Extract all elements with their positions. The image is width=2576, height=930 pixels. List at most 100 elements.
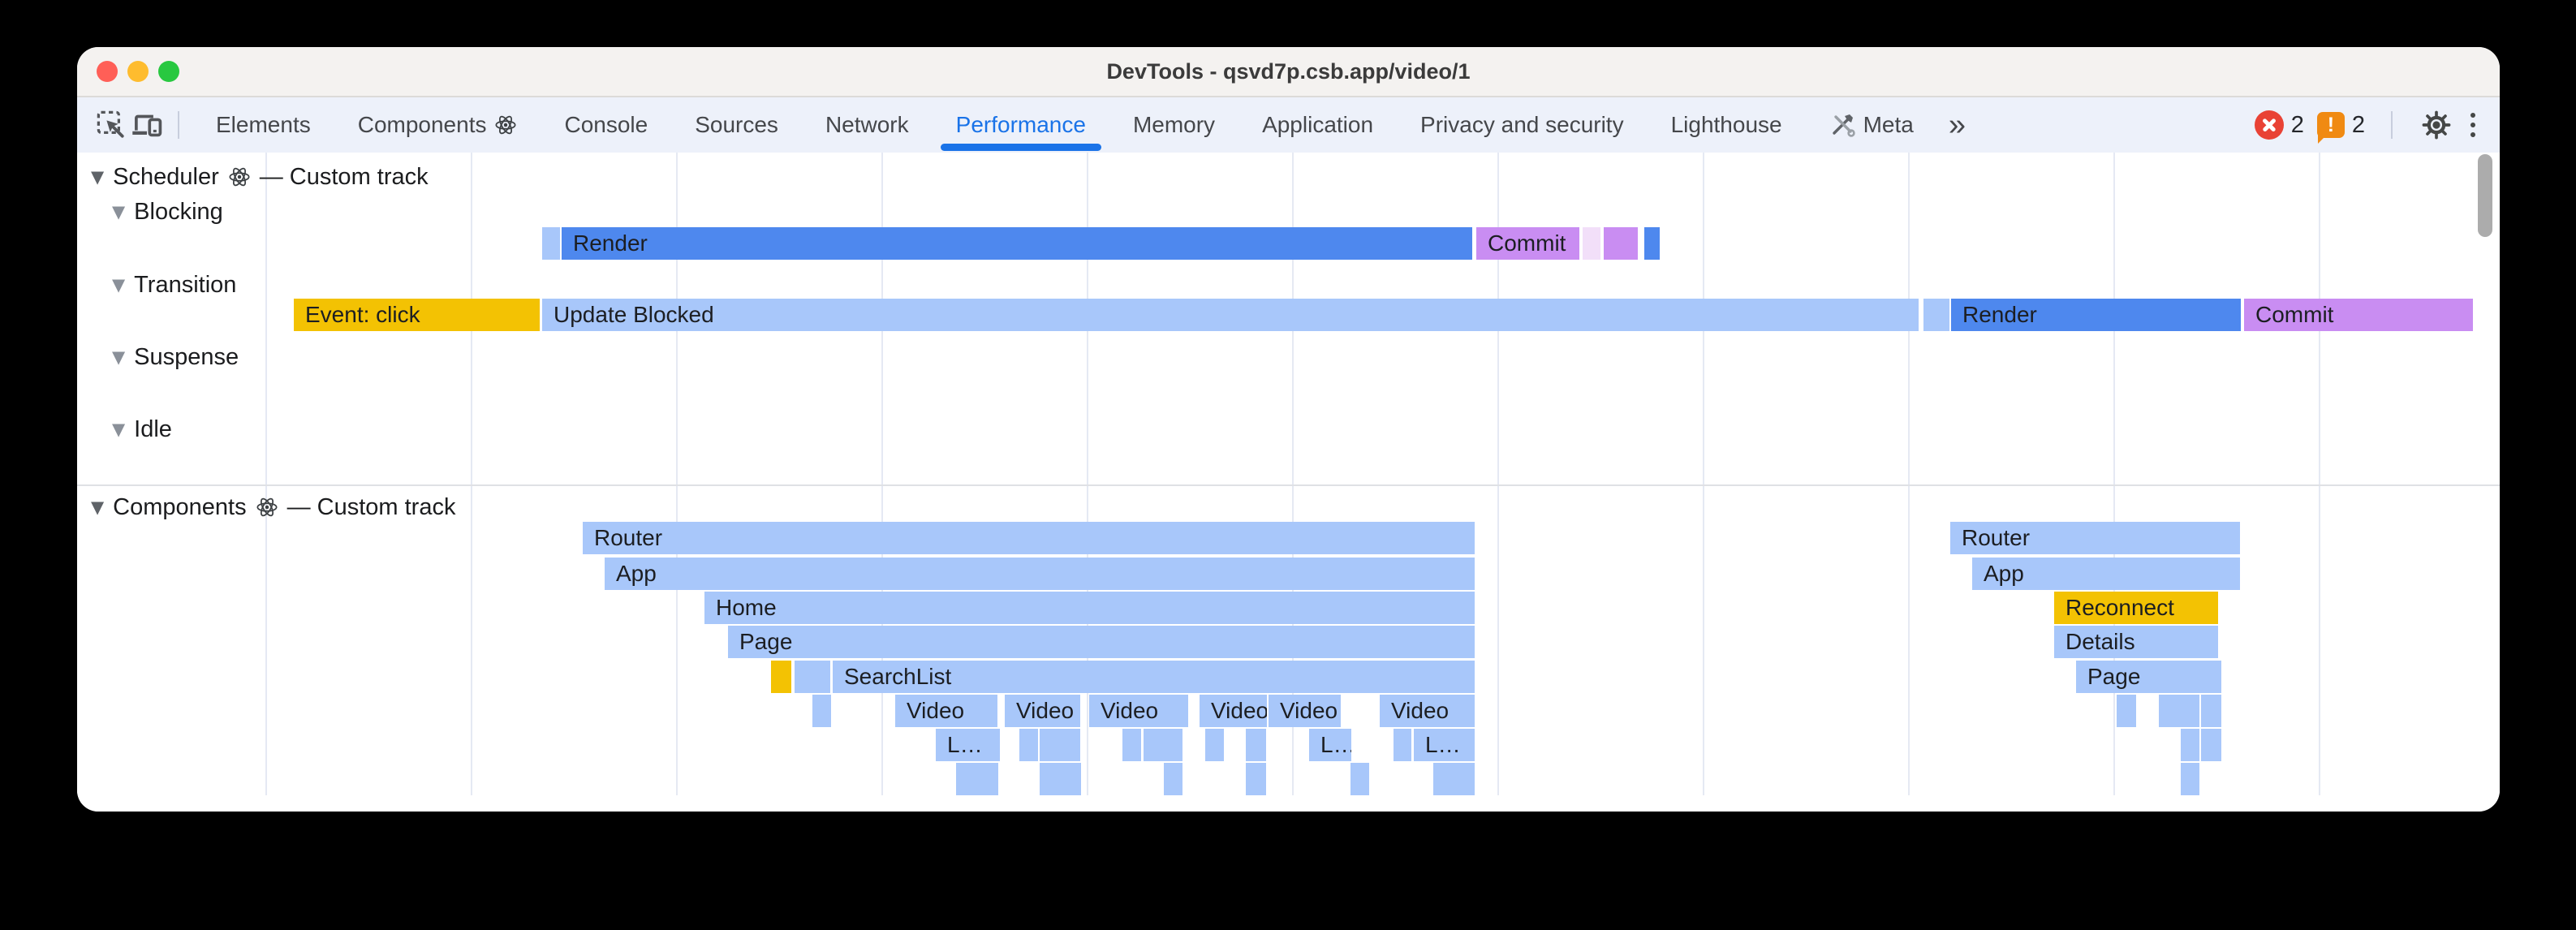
tab-label: Network xyxy=(825,112,909,137)
flame-bar-router[interactable]: Router xyxy=(583,522,1475,554)
flame-bar[interactable] xyxy=(1019,729,1038,761)
tab-components[interactable]: Components xyxy=(334,97,541,153)
flame-bar-label: App xyxy=(1984,561,2024,586)
flame-bar-update-blocked[interactable]: Update Blocked xyxy=(542,299,1919,331)
flame-bar[interactable] xyxy=(1433,763,1475,795)
tab-network[interactable]: Network xyxy=(802,97,933,153)
device-toolbar-icon[interactable] xyxy=(129,107,165,143)
flame-bar[interactable] xyxy=(2201,729,2221,761)
atom-icon xyxy=(256,497,278,517)
tab-memory[interactable]: Memory xyxy=(1109,97,1238,153)
lane-label-suspense[interactable]: ▼ Suspense xyxy=(112,342,239,372)
flame-bar-label: Page xyxy=(739,629,793,654)
tab-sources[interactable]: Sources xyxy=(671,97,802,153)
vertical-scrollbar-thumb[interactable] xyxy=(2478,154,2492,237)
flame-bar-label: Update Blocked xyxy=(554,302,714,327)
flame-bar[interactable] xyxy=(1923,299,1949,331)
flame-bar[interactable] xyxy=(1040,729,1080,761)
tab-label: Lighthouse xyxy=(1670,112,1782,137)
tab-lighthouse[interactable]: Lighthouse xyxy=(1648,97,1806,153)
flame-bar-app[interactable]: App xyxy=(1972,558,2240,590)
tab-label: Elements xyxy=(216,112,311,137)
grid-line xyxy=(2319,153,2320,795)
flame-bar[interactable] xyxy=(1604,227,1638,260)
close-window-button[interactable] xyxy=(97,61,118,82)
track-subtitle: — Custom track xyxy=(259,163,429,190)
flame-bar[interactable] xyxy=(1122,729,1141,761)
flame-bar-app[interactable]: App xyxy=(605,558,1475,590)
issues-badge-icon: ! xyxy=(2316,112,2345,144)
tab-console[interactable]: Console xyxy=(541,97,671,153)
error-badge-icon xyxy=(2254,110,2284,140)
flame-bar[interactable] xyxy=(1040,763,1081,795)
expand-arrow-icon: ▼ xyxy=(91,167,105,187)
flame-bar-render[interactable]: Render xyxy=(1951,299,2241,331)
issues-badge[interactable]: ! 2 xyxy=(2316,112,2365,144)
flame-bar[interactable] xyxy=(2181,729,2199,761)
flame-bar-label: L… xyxy=(1425,732,1461,757)
track-header-scheduler[interactable]: ▼ Scheduler — Custom track xyxy=(91,162,429,192)
lane-label-transition[interactable]: ▼ Transition xyxy=(112,270,236,299)
flame-bar-commit[interactable]: Commit xyxy=(1476,227,1579,260)
flame-bar-commit[interactable]: Commit xyxy=(2244,299,2473,331)
more-tabs-chevron[interactable]: » xyxy=(1948,107,1966,142)
flame-bar[interactable] xyxy=(795,661,830,693)
flame-bar[interactable] xyxy=(2117,695,2136,727)
tab-meta[interactable]: Meta xyxy=(1806,97,1937,153)
flame-bar[interactable] xyxy=(1246,763,1266,795)
inspect-icon[interactable] xyxy=(93,107,129,143)
flame-bar-l-[interactable]: L… xyxy=(1309,729,1351,761)
flame-bar-render[interactable]: Render xyxy=(562,227,1472,260)
flame-bar-l-[interactable]: L… xyxy=(936,729,1000,761)
tab-application[interactable]: Application xyxy=(1238,97,1397,153)
flame-bar[interactable] xyxy=(1246,729,1266,761)
atom-icon xyxy=(229,167,250,187)
flame-bar-details[interactable]: Details xyxy=(2054,626,2218,658)
flame-bar[interactable] xyxy=(2201,695,2221,727)
flame-bar-video[interactable]: Video xyxy=(1089,695,1188,727)
flame-bar[interactable] xyxy=(956,763,998,795)
toolbar-divider xyxy=(178,111,179,139)
tab-label: Components xyxy=(357,112,487,137)
flame-bar-video[interactable]: Video xyxy=(1005,695,1080,727)
flame-bar-router[interactable]: Router xyxy=(1950,522,2240,554)
tab-elements[interactable]: Elements xyxy=(192,97,334,153)
lane-label-blocking[interactable]: ▼ Blocking xyxy=(112,197,223,226)
flame-bar[interactable] xyxy=(1164,763,1182,795)
flame-bar-searchlist[interactable]: SearchList xyxy=(833,661,1475,693)
flame-bar-video[interactable]: Video xyxy=(1269,695,1341,727)
track-header-components[interactable]: ▼ Components — Custom track xyxy=(91,493,455,522)
flame-bar[interactable] xyxy=(812,695,831,727)
flame-bar[interactable] xyxy=(771,661,791,693)
flame-bar[interactable] xyxy=(1205,729,1224,761)
flame-bar-video[interactable]: Video xyxy=(1200,695,1267,727)
gear-icon[interactable] xyxy=(2419,107,2454,143)
flame-bar-video[interactable]: Video xyxy=(895,695,997,727)
flame-bar[interactable] xyxy=(542,227,560,260)
tab-privacy-and-security[interactable]: Privacy and security xyxy=(1397,97,1648,153)
error-count: 2 xyxy=(2290,111,2304,138)
error-badge[interactable]: 2 xyxy=(2254,110,2304,140)
flame-bar-home[interactable]: Home xyxy=(704,592,1475,624)
flame-chart[interactable]: ▼ Scheduler — Custom track ▼ Blocking ▼ Transi… xyxy=(77,153,2500,812)
tab-performance[interactable]: Performance xyxy=(933,97,1109,153)
flame-bar-page[interactable]: Page xyxy=(2076,661,2221,693)
lane-label-idle[interactable]: ▼ Idle xyxy=(112,415,172,444)
flame-bar-label: Video xyxy=(1280,698,1338,723)
flame-bar[interactable] xyxy=(2181,763,2199,795)
flame-bar[interactable] xyxy=(1144,729,1182,761)
flame-bar-video[interactable]: Video xyxy=(1380,695,1475,727)
flame-bar[interactable] xyxy=(1644,227,1660,260)
flame-bar[interactable] xyxy=(2159,695,2199,727)
flame-bar[interactable] xyxy=(1583,227,1600,260)
flame-bar-l-[interactable]: L… xyxy=(1414,729,1475,761)
flame-bar[interactable] xyxy=(1350,763,1369,795)
flame-bar-event-click[interactable]: Event: click xyxy=(294,299,540,331)
minimize-window-button[interactable] xyxy=(127,61,149,82)
title-bar: DevTools - qsvd7p.csb.app/video/1 xyxy=(77,47,2500,97)
zoom-window-button[interactable] xyxy=(158,61,179,82)
flame-bar-page[interactable]: Page xyxy=(728,626,1475,658)
kebab-menu-icon[interactable] xyxy=(2467,110,2479,140)
flame-bar-reconnect[interactable]: Reconnect xyxy=(2054,592,2218,624)
flame-bar[interactable] xyxy=(1394,729,1411,761)
